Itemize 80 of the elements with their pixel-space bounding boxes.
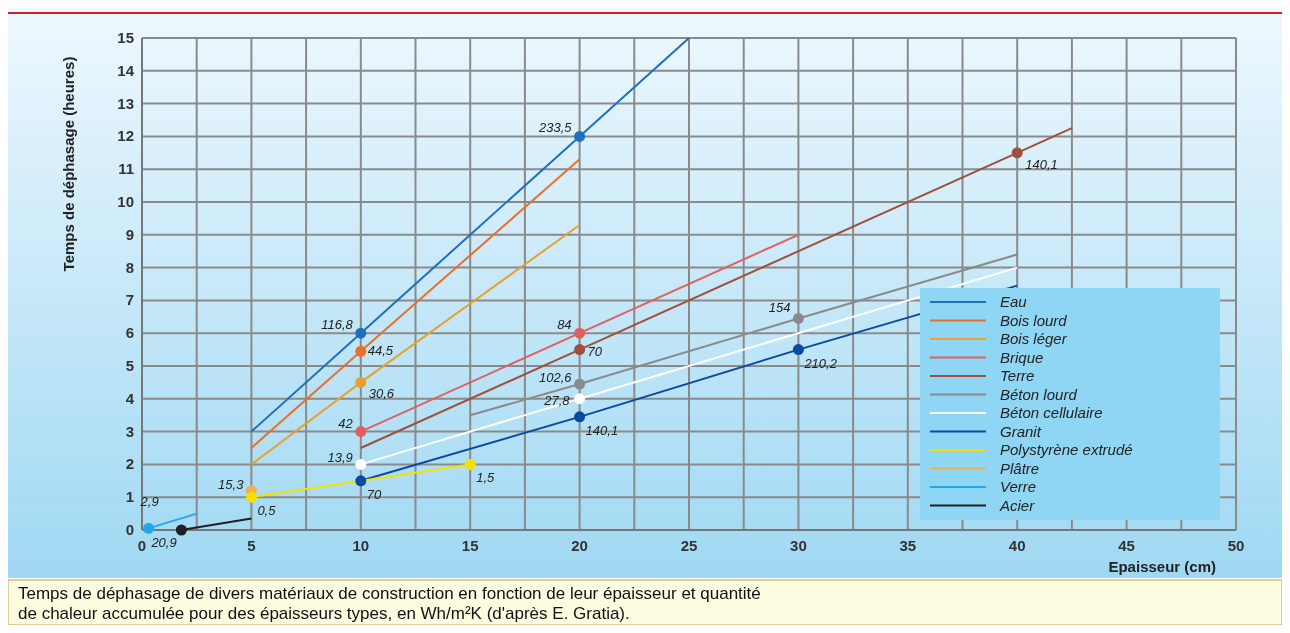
- y-tick-label: 11: [118, 160, 134, 178]
- y-tick-label: 10: [117, 193, 134, 210]
- annotation: 102,6: [539, 370, 573, 386]
- point: [355, 345, 367, 357]
- annotation: 0,5: [257, 503, 277, 519]
- x-tick-label: 30: [790, 537, 807, 554]
- point: [792, 312, 804, 324]
- annotation: 13,9: [327, 450, 353, 466]
- annotation: 44,5: [367, 343, 394, 359]
- legend-label: Béton lourd: [1000, 385, 1078, 403]
- point: [355, 475, 367, 487]
- point: [574, 378, 586, 390]
- point: [792, 344, 804, 356]
- x-axis-title: Epaisseur (cm): [1108, 558, 1216, 575]
- y-tick-label: 8: [125, 258, 134, 276]
- point: [574, 130, 586, 142]
- point: [143, 522, 155, 534]
- point: [1011, 147, 1023, 159]
- y-tick-label: 14: [117, 61, 135, 79]
- x-tick-label: 20: [571, 537, 588, 554]
- legend-label: Brique: [1000, 348, 1044, 366]
- annotation: 15,3: [218, 476, 245, 492]
- y-tick-label: 13: [117, 94, 134, 112]
- x-tick-label: 40: [1008, 537, 1026, 554]
- point: [175, 524, 187, 536]
- legend-label: Verre: [1000, 478, 1037, 495]
- annotation: 84: [557, 317, 572, 333]
- annotation: 70: [587, 343, 603, 359]
- point: [355, 458, 367, 470]
- legend-label: Granit: [1000, 422, 1042, 440]
- point: [355, 426, 367, 438]
- annotation: 42: [338, 415, 354, 431]
- point: [355, 327, 367, 339]
- legend-label: Béton cellulaire: [1000, 404, 1103, 421]
- x-tick-label: 5: [247, 537, 256, 554]
- annotation: 210,2: [803, 355, 838, 371]
- annotation: 27,8: [543, 392, 571, 408]
- point: [355, 376, 367, 388]
- y-tick-label: 15: [117, 29, 134, 46]
- legend-label: Eau: [1000, 293, 1028, 310]
- x-tick-label: 15: [461, 537, 479, 554]
- x-tick-label: 10: [352, 537, 370, 554]
- y-tick-label: 7: [125, 291, 134, 309]
- point: [574, 327, 586, 339]
- point: [574, 344, 586, 356]
- y-tick-label: 6: [125, 324, 134, 342]
- annotation: 154: [768, 300, 791, 316]
- y-tick-label: 5: [125, 357, 134, 374]
- annotation: 70: [366, 486, 383, 502]
- text: Temps de déphasage de divers matériaux de construction en fonction de leur épaisseur et quantité de chaleur accumulée pour des épaisseurs types, en Wh/m²K (d'après E. Gratia).: [18, 584, 761, 623]
- annotation: 140,1: [585, 422, 619, 438]
- legend-label: Terre: [1000, 367, 1035, 384]
- x-tick-label: 0: [137, 537, 147, 554]
- y-tick-label: 1: [125, 488, 134, 506]
- annotation: 233,5: [538, 120, 573, 136]
- y-tick-label: 9: [125, 225, 134, 243]
- legend-label: Acier: [999, 496, 1036, 514]
- point: [574, 393, 586, 405]
- legend-label: Polystyrène extrudé: [1000, 441, 1133, 458]
- point: [574, 411, 586, 423]
- y-tick-label: 4: [125, 389, 135, 407]
- annotation: 140,1: [1025, 156, 1058, 172]
- x-tick-label: 35: [899, 537, 917, 554]
- y-tick-label: 2: [125, 455, 134, 473]
- annotation: 116,8: [321, 317, 354, 333]
- legend-label: Plâtre: [1000, 459, 1040, 477]
- point: [245, 491, 257, 503]
- legend-label: Bois lourd: [1000, 311, 1068, 329]
- x-tick-label: 25: [680, 537, 698, 554]
- annotation: 1,5: [476, 470, 496, 486]
- y-tick-label: 12: [117, 127, 134, 145]
- y-tick-label: 3: [125, 422, 134, 440]
- point: [464, 458, 476, 470]
- y-tick-label: 0: [125, 521, 134, 538]
- annotation: 30,6: [368, 386, 395, 402]
- x-tick-label: 45: [1118, 537, 1135, 554]
- x-tick-label: 50: [1227, 537, 1245, 554]
- annotation: 20,9: [150, 535, 177, 550]
- y-axis-title: Temps de déphasage (heures): [60, 56, 77, 272]
- legend-label: Bois léger: [1000, 330, 1068, 347]
